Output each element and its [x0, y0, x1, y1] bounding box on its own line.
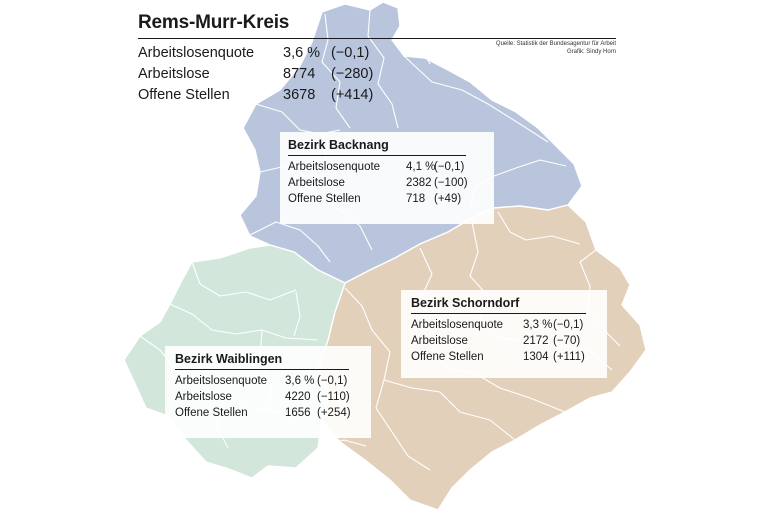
stat-change: (−0,1): [331, 45, 370, 61]
stat-change: (+254): [317, 407, 351, 419]
district-row: Arbeitslosenquote 4,1 % (−0,1): [288, 159, 486, 175]
stat-label: Offene Stellen: [288, 193, 361, 205]
stat-value: 3,3 %: [523, 319, 553, 331]
source-line: Quelle: Statistik der Bundesagentur für …: [495, 41, 616, 47]
stat-label: Arbeitslosenquote: [138, 45, 255, 61]
district-title: Bezirk Backnang: [288, 138, 466, 156]
stat-label: Offene Stellen: [175, 407, 248, 419]
district-title: Bezirk Schorndorf: [411, 296, 586, 314]
stat-label: Arbeitslose: [288, 177, 345, 189]
stat-change: (+414): [331, 87, 374, 103]
stat-label: Arbeitslosenquote: [411, 319, 504, 331]
stat-label: Offene Stellen: [138, 87, 230, 103]
stat-value: 3,6 %: [285, 375, 315, 387]
stat-change: (−0,1): [434, 161, 465, 173]
district-box-waiblingen: Bezirk Waiblingen Arbeitslosenquote 3,6 …: [165, 346, 371, 438]
stat-value: 1304: [523, 351, 549, 363]
stat-label: Offene Stellen: [411, 351, 484, 363]
stat-label: Arbeitslosenquote: [288, 161, 381, 173]
stat-change: (−280): [331, 66, 374, 82]
stat-value: 2382: [406, 177, 432, 189]
stat-value: 8774: [283, 66, 316, 82]
district-row: Arbeitslose 2382 (−100): [288, 175, 486, 191]
district-row: Arbeitslosenquote 3,3 % (−0,1): [411, 317, 597, 333]
stat-change: (+49): [434, 193, 462, 205]
stat-change: (−70): [553, 335, 581, 347]
stat-value: 2172: [523, 335, 549, 347]
page-title: Rems-Murr-Kreis: [138, 12, 616, 39]
district-row: Arbeitslosenquote 3,6 % (−0,1): [175, 373, 361, 389]
district-row: Arbeitslose 2172 (−70): [411, 333, 597, 349]
district-row: Arbeitslose 4220 (−110): [175, 389, 361, 405]
stat-value: 4,1 %: [406, 161, 436, 173]
graphic-credit-line: Grafik: Sindy Horn: [566, 49, 616, 55]
stat-change: (−100): [434, 177, 468, 189]
stat-change: (−0,1): [317, 375, 348, 387]
district-box-backnang: Bezirk Backnang Arbeitslosenquote 4,1 % …: [280, 132, 494, 224]
district-row: Offene Stellen 718 (+49): [288, 191, 486, 207]
stat-value: 4220: [285, 391, 311, 403]
stat-label: Arbeitslose: [138, 66, 210, 82]
stat-label: Arbeitslose: [411, 335, 468, 347]
stat-value: 1656: [285, 407, 311, 419]
district-title: Bezirk Waiblingen: [175, 352, 349, 370]
stat-label: Arbeitslose: [175, 391, 232, 403]
stat-change: (−0,1): [553, 319, 584, 331]
stat-label: Arbeitslosenquote: [175, 375, 268, 387]
district-row: Offene Stellen 1304 (+111): [411, 349, 597, 365]
stat-change: (+111): [553, 351, 585, 363]
district-box-schorndorf: Bezirk Schorndorf Arbeitslosenquote 3,3 …: [401, 290, 607, 378]
stat-value: 3,6 %: [283, 45, 321, 61]
stat-value: 3678: [283, 87, 316, 103]
stat-change: (−110): [317, 391, 350, 403]
source-credit: Quelle: Statistik der Bundesagentur für …: [496, 40, 616, 56]
stat-value: 718: [406, 193, 426, 205]
header: Rems-Murr-Kreis Quelle: Statistik der Bu…: [138, 12, 616, 55]
district-row: Offene Stellen 1656 (+254): [175, 405, 361, 421]
